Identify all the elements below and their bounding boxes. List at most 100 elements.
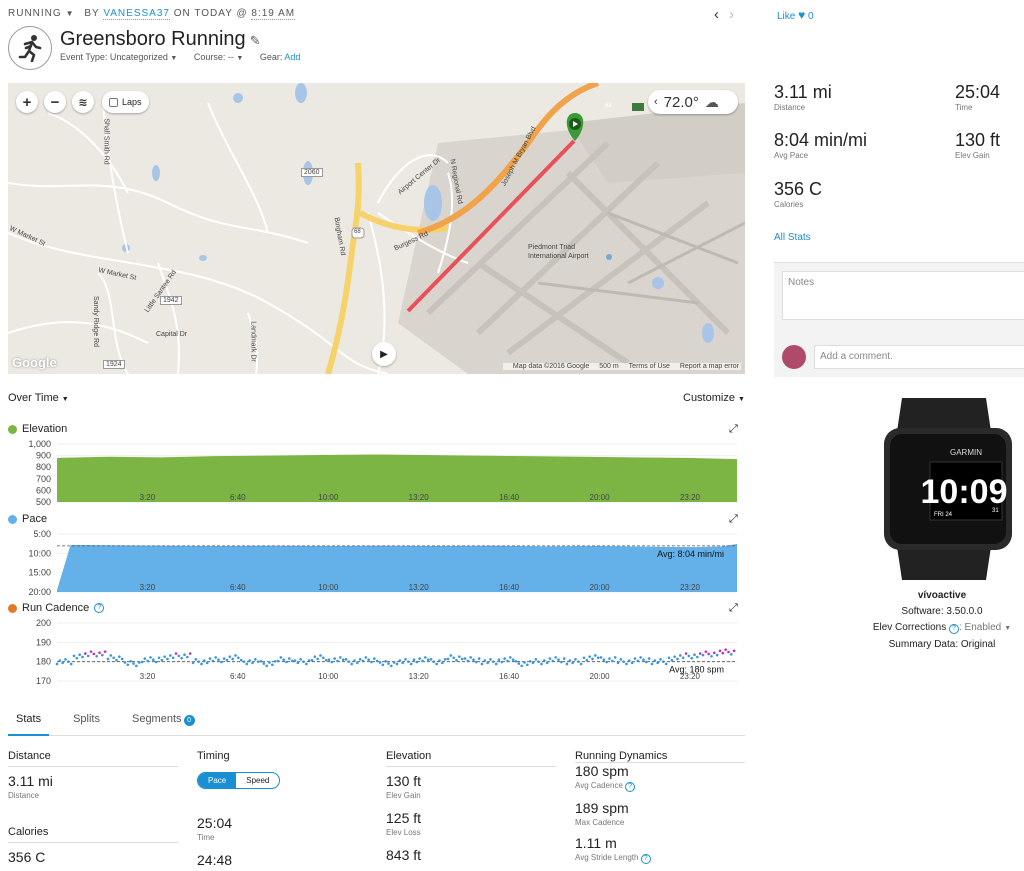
edit-pencil-icon[interactable]: ✎ <box>249 33 261 48</box>
elev-loss-label: Elev Loss <box>386 828 421 837</box>
play-route-button[interactable]: ▶ <box>372 342 396 366</box>
cadence-xtick-label: 20:00 <box>590 672 611 681</box>
gear-add-link[interactable]: Add <box>284 52 301 62</box>
over-time-dropdown[interactable]: Over Time ▼ <box>8 392 69 404</box>
expand-cadence-icon[interactable]: ⤢ <box>729 602 738 614</box>
cadence-point <box>571 661 574 665</box>
activity-title[interactable]: Greensboro Running ✎ <box>60 28 261 51</box>
event-type-select[interactable]: Event Type: Uncategorized ▼ <box>60 52 178 62</box>
activity-time[interactable]: 8:19 AM <box>251 8 296 20</box>
summary-time: 25:04 Time <box>955 82 1001 112</box>
cadence-point <box>123 661 127 664</box>
cadence-point <box>197 660 200 663</box>
laps-toggle[interactable]: Laps <box>102 91 149 113</box>
elevation-ytick-label: 700 <box>36 474 51 484</box>
watch-date: FRI 24 <box>934 512 953 518</box>
speed-toggle-button[interactable]: Speed <box>246 776 270 785</box>
cadence-point <box>276 659 280 663</box>
cadence-xtick-label: 13:20 <box>409 672 430 681</box>
cadence-point <box>628 659 631 662</box>
username-link[interactable]: VANESSA37 <box>103 8 170 20</box>
tab-segments[interactable]: Segments 0 <box>124 712 203 736</box>
cadence-point <box>619 658 623 661</box>
zoom-out-button[interactable]: − <box>44 91 66 113</box>
dynamics-heading: Running Dynamics <box>575 750 745 763</box>
cadence-point <box>143 657 147 660</box>
chevron-left-icon[interactable]: ‹ <box>654 96 658 108</box>
report-link[interactable]: Report a map error <box>679 363 739 370</box>
cadence-point <box>676 657 679 661</box>
comment-input[interactable]: Add a comment. <box>814 345 1024 369</box>
help-icon[interactable]: ? <box>94 603 105 613</box>
time-label: Time <box>197 833 215 842</box>
cadence-point <box>424 656 427 659</box>
cadence-point <box>285 660 288 664</box>
zoom-in-button[interactable]: + <box>16 91 38 113</box>
elevation-xtick-label: 6:40 <box>230 493 246 502</box>
cadence-point <box>650 662 654 666</box>
cadence-point <box>540 662 543 666</box>
cadence-point <box>171 656 175 660</box>
cadence-point <box>551 659 555 663</box>
tab-stats[interactable]: Stats <box>8 712 50 736</box>
cadence-xtick-label: 16:40 <box>499 672 520 681</box>
help-icon[interactable]: ? <box>640 854 651 864</box>
cadence-point <box>299 658 302 661</box>
gear-label: Gear: <box>259 52 283 62</box>
pace-ytick-label: 5:00 <box>33 529 51 539</box>
next-activity-icon[interactable]: › <box>729 6 734 23</box>
cadence-point <box>271 663 274 667</box>
laps-checkbox[interactable] <box>109 97 118 107</box>
layers-icon[interactable]: ≋ <box>72 91 94 113</box>
cadence-point <box>245 662 249 666</box>
cadence-point <box>599 656 603 659</box>
highway-label-68a: 68 <box>605 103 612 109</box>
pace-xtick-label: 6:40 <box>230 583 246 592</box>
cadence-point <box>316 657 319 661</box>
elev-corrections-value[interactable]: Enabled <box>964 622 1002 633</box>
customize-dropdown[interactable]: Customize ▼ <box>683 392 745 404</box>
notes-field[interactable]: Notes <box>782 271 1024 320</box>
activity-type-dropdown-icon[interactable]: ▼ <box>65 9 75 18</box>
expand-pace-icon[interactable]: ⤢ <box>729 513 738 525</box>
cadence-point <box>596 656 600 660</box>
cadence-point <box>460 657 464 661</box>
cadence-point <box>358 658 362 661</box>
by-label: BY <box>84 8 100 19</box>
route-map[interactable]: 68 68 W Market St W Market St Little San… <box>8 83 745 374</box>
map-attribution: Map data ©2016 Google 500 m Terms of Use… <box>502 363 741 370</box>
cadence-point <box>234 654 237 657</box>
pace-chart[interactable]: 5:00 10:00 15:00 20:00 Avg: 8:04 min/mi 3:20 6… <box>0 528 745 600</box>
cadence-point <box>509 656 512 659</box>
like-button[interactable]: Like ♥ 0 <box>777 8 814 22</box>
help-icon[interactable]: ? <box>948 624 959 634</box>
prev-activity-icon[interactable]: ‹ <box>714 6 719 23</box>
tab-splits[interactable]: Splits <box>73 713 100 725</box>
stride-value: 1.11 m <box>575 835 617 851</box>
cadence-point <box>222 657 226 660</box>
cadence-point <box>659 658 662 661</box>
elev-corrections-dropdown-icon[interactable]: ▼ <box>1004 625 1012 632</box>
cadence-point <box>268 661 271 664</box>
cadence-point <box>429 658 433 661</box>
cadence-chart[interactable]: 200 190 180 170 Avg: 180 spm 3:20 6:40 10:00 13:… <box>0 617 745 689</box>
cadence-point <box>67 660 70 663</box>
pace-xtick-label: 23:20 <box>680 583 701 592</box>
distance-label: Distance <box>8 791 40 800</box>
help-icon[interactable]: ? <box>625 782 636 792</box>
cadence-point <box>378 661 382 664</box>
course-select[interactable]: Course: -- ▼ <box>193 52 244 62</box>
timing-heading: Timing <box>197 750 230 762</box>
all-stats-link[interactable]: All Stats <box>774 232 811 243</box>
activity-meta: RUNNING ▼ BY VANESSA37 ON TODAY @ 8:19 AM <box>8 8 296 20</box>
terms-link[interactable]: Terms of Use <box>628 363 670 370</box>
cadence-point <box>180 656 183 660</box>
expand-elevation-icon[interactable]: ⤢ <box>729 423 738 435</box>
map-label-sandy-ridge: Sandy Ridge Rd <box>91 296 99 347</box>
calories-value: 356 C <box>8 849 46 865</box>
pace-toggle-button[interactable]: Pace <box>198 773 237 788</box>
cadence-point <box>520 664 523 668</box>
weather-widget[interactable]: ‹ 72.0° ☁ <box>648 90 738 114</box>
cadence-point <box>248 659 251 662</box>
